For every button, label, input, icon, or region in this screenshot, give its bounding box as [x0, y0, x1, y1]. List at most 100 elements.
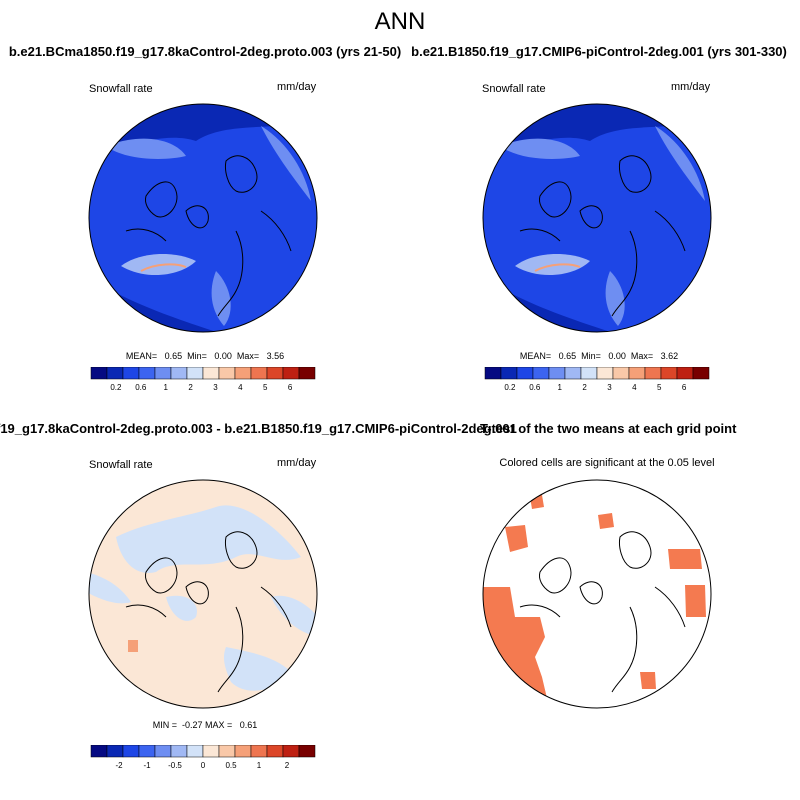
colorbar-swatch	[564, 367, 582, 380]
colorbar-tick-label: 4	[632, 383, 637, 392]
colorbar-swatch	[676, 367, 694, 380]
coastlines	[519, 155, 686, 317]
colorbar-swatch	[234, 367, 252, 380]
colorbar-swatch	[660, 367, 678, 380]
colorbar-tick-label: 2	[285, 761, 290, 770]
negative-difference-region	[89, 572, 131, 604]
units-label-top-right: mm/day	[671, 81, 711, 93]
colorbar-tick-label: 2	[188, 383, 193, 392]
colorbar-tick-label: 1	[163, 383, 168, 392]
colorbar-swatch	[612, 367, 630, 380]
negative-difference-region	[166, 595, 197, 621]
colorbar-swatch	[266, 745, 284, 758]
colorbar-swatch	[628, 367, 646, 380]
colorbar-swatch	[298, 367, 316, 380]
colorbar-tick-label: 2	[582, 383, 587, 392]
coastlines	[125, 155, 292, 317]
peak-snowfall-streak	[140, 263, 187, 272]
significant-region	[598, 513, 614, 529]
coastlines	[125, 531, 292, 693]
light-band-region	[500, 138, 580, 159]
colorbar-swatch	[282, 745, 300, 758]
stats-top-right: MEAN= 0.65 Min= 0.00 Max= 3.62	[519, 351, 679, 361]
colorbar-swatch	[186, 745, 204, 758]
colorbar-tick-label: 0	[201, 761, 206, 770]
colorbar-tick-label: 5	[657, 383, 662, 392]
colorbar-tick-label: 4	[238, 383, 243, 392]
map-bottom-left	[88, 479, 318, 709]
colorbar-swatch	[138, 367, 156, 380]
colorbar-swatch	[218, 367, 236, 380]
colorbar-tick-label: 1	[557, 383, 562, 392]
map-top-left	[88, 103, 318, 333]
significant-region	[685, 585, 706, 617]
colorbar-swatch	[202, 367, 220, 380]
colorbar-swatch	[122, 367, 140, 380]
siberia-light-region	[655, 126, 705, 201]
colorbar-swatch	[298, 745, 316, 758]
colorbar-swatch	[122, 745, 140, 758]
colorbar-tick-label: -2	[115, 761, 123, 770]
colorbar-tick-label: 0.2	[504, 383, 516, 392]
colorbar-swatch	[90, 367, 108, 380]
negative-difference-region	[223, 647, 291, 691]
variable-label-bottom-left: Snowfall rate	[89, 459, 153, 471]
stats-top-left: MEAN= 0.65 Min= 0.00 Max= 3.56	[125, 351, 285, 361]
panel-title-bottom-right: T-test of the two means at each grid poi…	[480, 421, 737, 436]
colorbar-swatch	[234, 745, 252, 758]
map-background	[483, 104, 711, 332]
colorbar-swatch	[580, 367, 598, 380]
colorbar-swatch	[90, 745, 108, 758]
colorbar-swatch	[282, 367, 300, 380]
map-top-right	[482, 103, 712, 333]
colorbar-swatch	[154, 745, 172, 758]
colorbar-swatch	[202, 745, 220, 758]
colorbar-tick-label: 0.2	[110, 383, 122, 392]
figure-title: ANN	[374, 8, 426, 35]
negative-difference-region	[116, 505, 301, 573]
map-background	[483, 480, 711, 708]
colorbar-swatch	[692, 367, 710, 380]
map-border	[88, 103, 318, 333]
significant-region	[505, 525, 528, 552]
map-border	[482, 103, 712, 333]
colorbar-swatch	[250, 745, 268, 758]
colorbar-tick-label: 6	[682, 383, 687, 392]
europe-light-region	[211, 271, 231, 326]
stats-bottom-left: MIN = -0.27 MAX = 0.61	[152, 720, 258, 730]
colorbar-swatch	[170, 745, 188, 758]
colorbar-swatch	[138, 745, 156, 758]
colorbar-swatch	[516, 367, 534, 380]
map-border	[482, 479, 712, 709]
light-band-region	[106, 138, 186, 159]
colorbar-swatch	[532, 367, 550, 380]
colorbar-tick-label: 0.6	[529, 383, 541, 392]
siberia-light-region	[261, 126, 311, 201]
variable-label-top-left: Snowfall rate	[89, 83, 153, 95]
colorbar-tick-label: 1	[257, 761, 262, 770]
map-border	[88, 479, 318, 709]
colorbar-swatch	[250, 367, 268, 380]
colorbar-top-right: 0.2 0.6 1 2 3 4 5 6	[484, 367, 710, 392]
colorbar-swatch	[106, 745, 124, 758]
peak-snowfall-streak	[534, 263, 581, 272]
colorbar-swatch	[186, 367, 204, 380]
units-label-bottom-left: mm/day	[277, 457, 317, 469]
colorbar-swatch	[170, 367, 188, 380]
colorbar-swatch	[106, 367, 124, 380]
colorbar-tick-label: 5	[263, 383, 268, 392]
significant-region	[668, 549, 702, 569]
colorbar-top-left: 0.2 0.6 1 2 3 4 5 6	[90, 367, 316, 392]
colorbar-swatch	[548, 367, 566, 380]
subtitle-bottom-right: Colored cells are significant at the 0.0…	[499, 457, 715, 469]
panel-title-top-left: b.e21.BCma1850.f19_g17.8kaControl-2deg.p…	[8, 44, 402, 59]
colorbar-swatch	[500, 367, 518, 380]
colorbar-swatch	[218, 745, 236, 758]
colorbar-swatch	[484, 367, 502, 380]
coastlines	[519, 531, 686, 693]
map-background	[89, 104, 317, 332]
significant-region	[640, 672, 656, 689]
panel-title-top-right: b.e21.B1850.f19_g17.CMIP6-piControl-2deg…	[411, 44, 787, 59]
colorbar-swatch	[266, 367, 284, 380]
europe-light-region	[605, 271, 625, 326]
